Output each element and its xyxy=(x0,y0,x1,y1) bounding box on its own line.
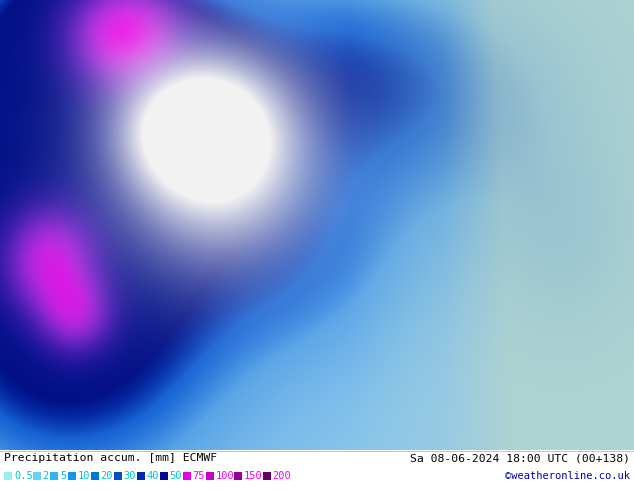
Text: 2: 2 xyxy=(42,471,49,481)
Text: 75: 75 xyxy=(193,471,205,481)
Text: 150: 150 xyxy=(244,471,262,481)
Text: 30: 30 xyxy=(124,471,136,481)
Text: 20: 20 xyxy=(101,471,113,481)
Text: 0.5: 0.5 xyxy=(14,471,33,481)
Bar xyxy=(91,472,98,480)
Text: 10: 10 xyxy=(77,471,90,481)
Text: 5: 5 xyxy=(60,471,66,481)
Bar xyxy=(32,472,41,480)
Bar xyxy=(113,472,122,480)
Bar xyxy=(262,472,271,480)
Text: Precipitation accum. [mm] ECMWF: Precipitation accum. [mm] ECMWF xyxy=(4,453,217,463)
Bar xyxy=(4,472,12,480)
Text: 40: 40 xyxy=(146,471,159,481)
Bar xyxy=(234,472,242,480)
Text: Sa 08-06-2024 18:00 UTC (00+138): Sa 08-06-2024 18:00 UTC (00+138) xyxy=(410,453,630,463)
Bar xyxy=(160,472,167,480)
Bar xyxy=(205,472,214,480)
Text: ©weatheronline.co.uk: ©weatheronline.co.uk xyxy=(505,471,630,481)
Bar xyxy=(183,472,190,480)
Bar xyxy=(50,472,58,480)
Text: 200: 200 xyxy=(273,471,291,481)
Bar xyxy=(67,472,75,480)
Text: 50: 50 xyxy=(169,471,182,481)
Bar xyxy=(136,472,145,480)
Text: 100: 100 xyxy=(216,471,234,481)
